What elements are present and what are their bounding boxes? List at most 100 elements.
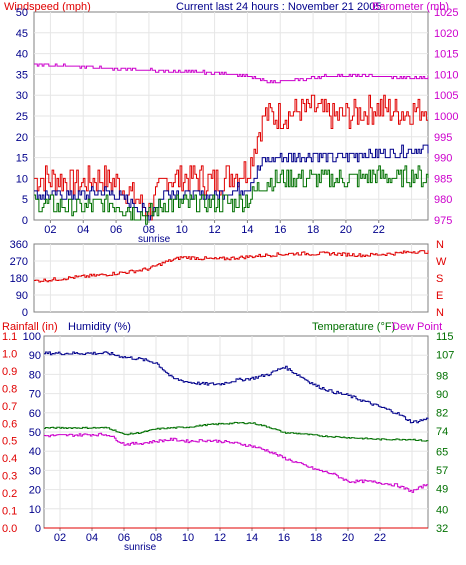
x-tick-label: 02 [44,224,56,236]
y-tick-label-barometer: 1025 [434,7,458,19]
y-tick-label-temperature: 98 [436,370,448,382]
sunrise-label: sunrise [124,542,157,553]
compass-label: S [436,273,443,285]
x-tick-label: 16 [278,532,290,544]
y-tick-label-rainfall: 0.3 [2,471,17,483]
x-tick-label: 14 [241,224,253,236]
y-tick-label-windspeed: 15 [16,153,28,165]
y-tick-label-humidity: 40 [29,446,41,458]
compass-label: W [436,256,447,268]
y-tick-label-temperature: 49 [436,484,448,496]
y-tick-label-windspeed: 30 [16,90,28,102]
y-tick-label-rainfall: 0.9 [2,366,17,378]
series-line [34,144,429,221]
y-tick-label-temperature: 57 [436,465,448,477]
y-tick-label-direction: 90 [16,290,28,302]
compass-label: N [436,239,444,251]
y-tick-label-barometer: 980 [434,194,452,206]
y-tick-label-humidity: 0 [35,523,41,535]
y-tick-label-humidity: 60 [29,408,41,420]
x-tick-label: 22 [374,532,386,544]
y-tick-label-direction: 360 [10,239,28,251]
y-tick-label-rainfall: 0.5 [2,436,17,448]
y-tick-label-direction: 180 [10,273,28,285]
series-line [44,421,429,442]
series-line [34,165,429,225]
y-tick-label-windspeed: 45 [16,28,28,40]
chart-title: Current last 24 hours : November 21 2005 [176,1,381,13]
y-tick-label-rainfall: 1.0 [2,348,17,360]
y-tick-label-humidity: 50 [29,427,41,439]
y-tick-label-barometer: 975 [434,215,452,227]
compass-label: N [436,307,444,319]
series-line [44,432,428,493]
x-tick-label: 10 [182,532,194,544]
y-tick-label-rainfall: 0.4 [2,453,17,465]
x-tick-label: 08 [143,224,155,236]
y-tick-label-temperature: 82 [436,407,448,419]
x-tick-label: 14 [246,532,258,544]
y-tick-label-humidity: 10 [29,504,41,516]
barometer-axis-label: Barometer (mb) [372,1,449,13]
sunrise-label: sunrise [138,234,171,245]
y-tick-label-temperature: 90 [436,389,448,401]
temperature-axis-label: Temperature (°F) [312,321,395,333]
x-tick-label: 22 [373,224,385,236]
y-tick-label-temperature: 32 [436,523,448,535]
x-tick-label: 04 [86,532,98,544]
x-tick-label: 02 [54,532,66,544]
x-tick-label: 20 [342,532,354,544]
y-tick-label-barometer: 1010 [434,69,458,81]
x-tick-label: 16 [274,224,286,236]
y-tick-label-rainfall: 0.7 [2,401,17,413]
y-tick-label-humidity: 20 [29,485,41,497]
y-tick-label-direction: 0 [22,307,28,319]
y-tick-label-barometer: 1020 [434,28,458,40]
dew-point-axis-label: Dew Point [392,321,442,333]
y-tick-label-windspeed: 10 [16,173,28,185]
y-tick-label-barometer: 995 [434,132,452,144]
x-tick-label: 12 [208,224,220,236]
y-tick-label-direction: 270 [10,256,28,268]
y-tick-label-barometer: 1005 [434,90,458,102]
x-tick-label: 06 [118,532,130,544]
y-tick-label-rainfall: 1.1 [2,331,17,343]
series-line [34,94,428,221]
temperature-humidity-chart: Rainfall (in) Humidity (%) Temperature (… [2,321,454,553]
y-tick-label-humidity: 100 [23,331,41,343]
y-tick-label-barometer: 985 [434,173,452,185]
compass-label: E [436,290,443,302]
x-tick-label: 08 [150,532,162,544]
series-line [34,250,429,283]
x-tick-label: 18 [310,532,322,544]
y-tick-label-humidity: 80 [29,369,41,381]
y-tick-label-barometer: 1000 [434,111,458,123]
y-tick-label-rainfall: 0.8 [2,383,17,395]
series-line [34,63,429,84]
humidity-axis-label: Humidity (%) [68,321,131,333]
y-tick-label-rainfall: 0.2 [2,488,17,500]
y-tick-label-temperature: 40 [436,504,448,516]
x-tick-label: 10 [176,224,188,236]
y-tick-label-windspeed: 25 [16,111,28,123]
y-tick-label-rainfall: 0.0 [2,523,17,535]
y-tick-label-humidity: 70 [29,389,41,401]
y-tick-label-windspeed: 20 [16,132,28,144]
series-line [44,351,429,424]
y-tick-label-temperature: 107 [436,350,454,362]
y-tick-label-rainfall: 0.1 [2,506,17,518]
y-tick-label-humidity: 90 [29,350,41,362]
y-tick-label-humidity: 30 [29,465,41,477]
y-tick-label-windspeed: 35 [16,69,28,81]
x-tick-label: 12 [214,532,226,544]
x-tick-label: 20 [340,224,352,236]
y-tick-label-windspeed: 0 [22,215,28,227]
wind-barometer-chart: Current last 24 hours : November 21 2005… [4,1,458,245]
y-tick-label-temperature: 65 [436,447,448,459]
y-tick-label-windspeed: 40 [16,49,28,61]
x-tick-label: 18 [307,224,319,236]
x-tick-label: 06 [110,224,122,236]
